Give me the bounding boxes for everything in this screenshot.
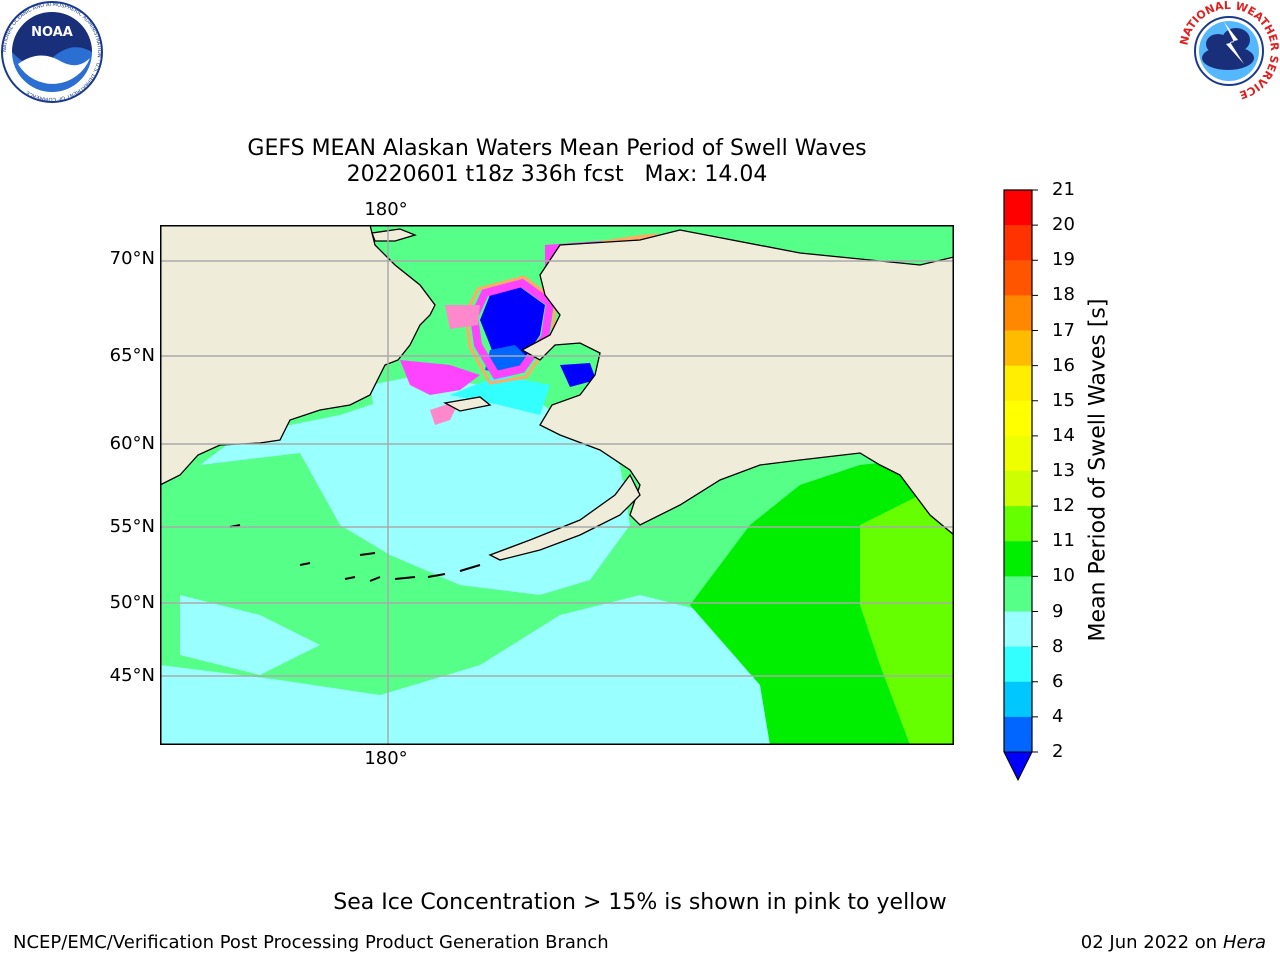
footer-date: 02 Jun 2022 on Hera — [1081, 932, 1266, 953]
colorbar-bin — [1004, 471, 1032, 507]
footer-date-text: 02 Jun 2022 on — [1080, 932, 1218, 953]
sea-ice-bering-strait — [400, 360, 480, 395]
colorbar-tick-label: 17 — [1052, 319, 1075, 341]
lat-label-50n: 50°N — [109, 592, 155, 613]
land-alaska-peninsula — [488, 473, 641, 561]
colorbar-bin — [1004, 400, 1032, 437]
colorbar-bin — [1004, 506, 1032, 542]
swell-under-2-norton — [560, 363, 596, 387]
swell-11-12-east — [860, 495, 954, 745]
colorbar-bin — [1004, 295, 1032, 331]
colorbar-tick-label: 4 — [1052, 705, 1064, 727]
colorbar-bin — [1004, 646, 1032, 683]
swell-8-9-southwest — [180, 595, 320, 675]
colorbar — [1003, 189, 1038, 782]
sea-ice-chukchi — [469, 278, 555, 380]
colorbar-tick-label: 16 — [1052, 354, 1075, 376]
colorbar-under-extension — [1003, 751, 1033, 782]
colorbar-tick-label: 20 — [1052, 214, 1075, 236]
swell-8-9-south — [160, 595, 800, 745]
colorbar-tick-label: 10 — [1052, 565, 1075, 587]
lat-label-70n: 70°N — [109, 248, 155, 269]
noaa-logo-text: NOAA — [31, 25, 73, 40]
noaa-logo: NOAA NATIONAL OCEANIC AND ATMOSPHERIC AD… — [1, 1, 103, 103]
colorbar-tick-label: 6 — [1052, 670, 1064, 692]
colorbar-tick-label: 19 — [1052, 249, 1075, 271]
colorbar-tick-label: 9 — [1052, 600, 1064, 622]
footer-credit: NCEP/EMC/Verification Post Processing Pr… — [13, 932, 609, 953]
lat-label-60n: 60°N — [109, 433, 155, 454]
colorbar-bin — [1004, 611, 1032, 648]
colorbar-tick-label: 11 — [1052, 530, 1075, 552]
chart-subtitle: 20220601 t18z 336h fcst Max: 14.04 — [346, 162, 768, 187]
colorbar-bin — [1004, 541, 1032, 577]
footer-machine: Hera — [1222, 932, 1266, 953]
land-st-lawrence-island — [443, 396, 492, 412]
lon-label-bottom: 180° — [364, 748, 408, 769]
colorbar-bin — [1004, 716, 1032, 753]
colorbar-bin — [1004, 576, 1032, 612]
lat-label-55n: 55°N — [109, 516, 155, 537]
colorbar-bin — [1004, 190, 1032, 226]
colorbar-bin — [1004, 681, 1032, 718]
land-wrangel-island — [371, 228, 417, 242]
lon-label-top: 180° — [364, 199, 408, 220]
land-siberia — [160, 225, 436, 486]
map-frame — [160, 225, 954, 745]
colorbar-tick-label: 13 — [1052, 460, 1075, 481]
colorbar-bin — [1004, 330, 1032, 367]
colorbar-tick-label: 8 — [1052, 635, 1064, 657]
colorbar-bin — [1004, 260, 1032, 296]
colorbar-tick-label: 21 — [1052, 179, 1075, 200]
colorbar-tick-label: 12 — [1052, 495, 1075, 517]
colorbar-bin — [1004, 435, 1032, 472]
colorbar-tick-label: 14 — [1052, 424, 1075, 446]
colorbar-label: Mean Period of Swell Waves [s] — [1085, 298, 1111, 642]
colorbar-bin — [1004, 365, 1032, 402]
chart-title: GEFS MEAN Alaskan Waters Mean Period of … — [247, 136, 867, 161]
gridlines — [160, 225, 954, 745]
nws-logo: NATIONAL WEATHER SERVICE — [1178, 0, 1280, 102]
colorbar-tick-label: 15 — [1052, 389, 1075, 411]
sea-ice-kotzebue — [445, 305, 480, 329]
sea-ice-note: Sea Ice Concentration > 15% is shown in … — [333, 890, 947, 915]
lat-label-45n: 45°N — [109, 665, 155, 686]
colorbar-tick-label: 2 — [1052, 741, 1064, 762]
colorbar-tick-label: 18 — [1052, 284, 1075, 306]
swell-6-8-north — [450, 375, 550, 415]
lat-label-65n: 65°N — [109, 345, 155, 366]
map-panel — [160, 225, 954, 745]
colorbar-bin — [1004, 225, 1032, 261]
